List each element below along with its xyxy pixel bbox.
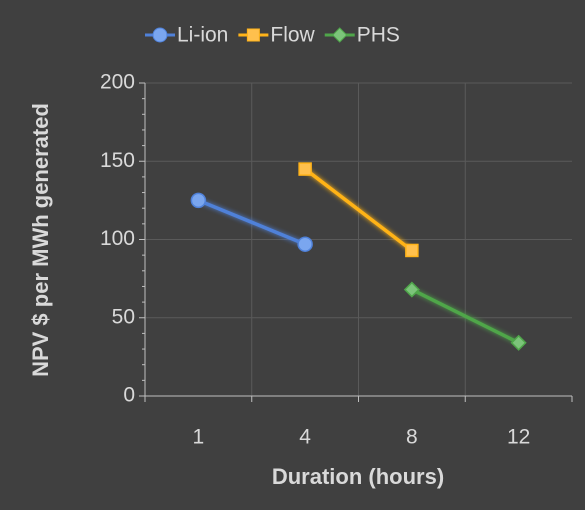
- marker: [246, 28, 260, 42]
- y-tick-label: 100: [100, 227, 135, 250]
- marker: [297, 236, 313, 252]
- y-tick-label: 150: [100, 149, 135, 172]
- y-axis-title: NPV $ per MWh generated: [28, 103, 53, 377]
- series-line: [304, 167, 413, 252]
- x-tick-label: 4: [299, 426, 311, 449]
- x-tick-label: 12: [507, 426, 530, 449]
- series-line: [411, 288, 520, 345]
- legend-label: Li-ion: [177, 24, 228, 47]
- x-axis-title: Duration (hours): [272, 464, 444, 489]
- y-tick-label: 200: [100, 71, 135, 94]
- marker: [152, 27, 168, 43]
- marker: [298, 162, 312, 176]
- legend-label: Flow: [270, 24, 315, 47]
- series-line: [197, 198, 306, 246]
- marker: [190, 192, 207, 209]
- legend-label: PHS: [357, 24, 400, 47]
- y-tick-label: 50: [112, 305, 135, 328]
- marker: [403, 281, 420, 298]
- y-tick-label: 0: [123, 384, 135, 407]
- x-tick-label: 8: [406, 426, 418, 449]
- marker: [510, 334, 527, 351]
- marker: [405, 243, 419, 258]
- marker: [332, 27, 348, 43]
- x-tick-label: 1: [193, 426, 205, 449]
